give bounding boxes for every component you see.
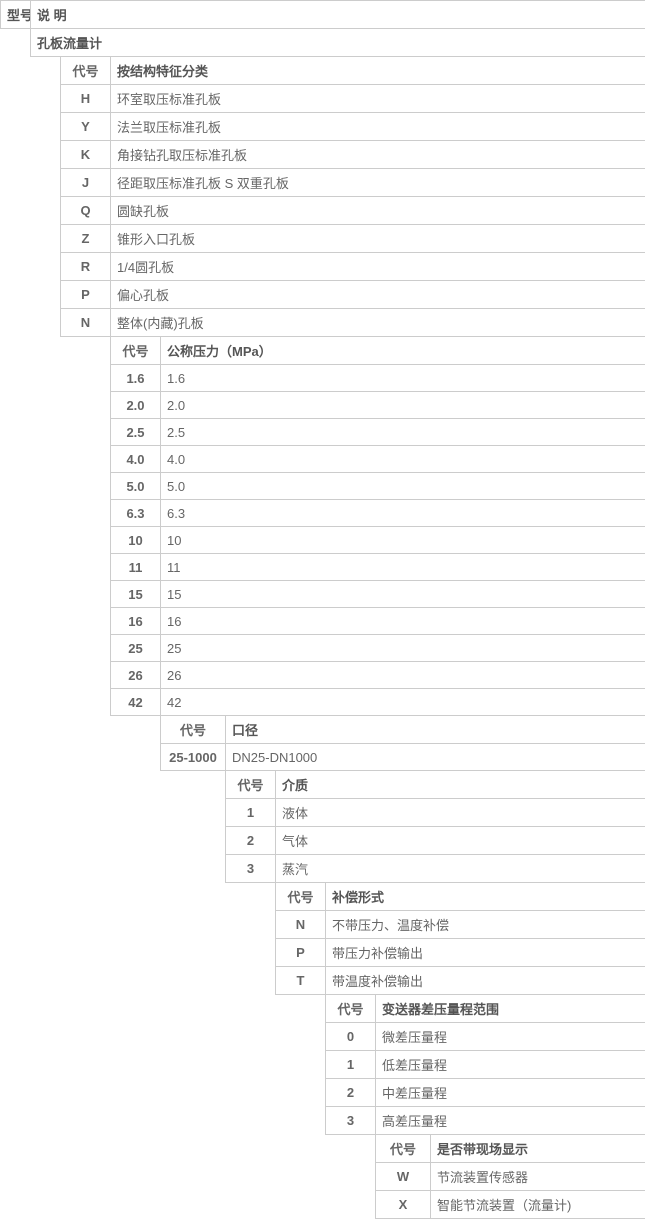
sec2-code-2: 2.5 [111, 419, 161, 446]
sec4-desc-0: 液体 [276, 799, 645, 827]
sec1-code-8: N [61, 309, 111, 337]
sec1-code-7: P [61, 281, 111, 309]
sec1-desc-8: 整体(内藏)孔板 [111, 309, 645, 337]
sec2-code-5: 6.3 [111, 500, 161, 527]
sec1-code-2: K [61, 141, 111, 169]
sec2-desc-4: 5.0 [161, 473, 645, 500]
sec2-desc-8: 15 [161, 581, 645, 608]
sec2-code-11: 26 [111, 662, 161, 689]
sec1-desc-0: 环室取压标准孔板 [111, 85, 645, 113]
sec4-title: 介质 [276, 771, 645, 799]
header-model: 型号 [1, 1, 31, 29]
sec7-desc-0: 节流装置传感器 [431, 1163, 645, 1191]
sec7-code-0: W [376, 1163, 431, 1191]
sec2-desc-3: 4.0 [161, 446, 645, 473]
sec1-code-3: J [61, 169, 111, 197]
sec4-desc-2: 蒸汽 [276, 855, 645, 883]
sec5-code-1: P [276, 939, 326, 967]
sec5-desc-1: 带压力补偿输出 [326, 939, 645, 967]
sec7-title: 是否带现场显示 [431, 1135, 645, 1163]
sec2-desc-0: 1.6 [161, 365, 645, 392]
sec6-code-2: 2 [326, 1079, 376, 1107]
sec1-desc-4: 圆缺孔板 [111, 197, 645, 225]
sec2-code-10: 25 [111, 635, 161, 662]
sec2-code-12: 42 [111, 689, 161, 716]
sec2-desc-12: 42 [161, 689, 645, 716]
sec6-code-3: 3 [326, 1107, 376, 1135]
sec2-desc-2: 2.5 [161, 419, 645, 446]
sec2-code-7: 11 [111, 554, 161, 581]
sec6-desc-1: 低差压量程 [376, 1051, 645, 1079]
sec1-desc-5: 锥形入口孔板 [111, 225, 645, 253]
spec-table: 型号说 明孔板流量计代号按结构特征分类H环室取压标准孔板Y法兰取压标准孔板K角接… [0, 0, 645, 1219]
sec2-code-4: 5.0 [111, 473, 161, 500]
header-desc: 说 明 [31, 1, 645, 29]
sec1-code-0: H [61, 85, 111, 113]
sec1-code-6: R [61, 253, 111, 281]
sec6-title: 变送器差压量程范围 [376, 995, 645, 1023]
sec7-code-1: X [376, 1191, 431, 1219]
sec2-code-header: 代号 [111, 337, 161, 365]
sec6-code-1: 1 [326, 1051, 376, 1079]
sec6-code-0: 0 [326, 1023, 376, 1051]
sec4-code-0: 1 [226, 799, 276, 827]
sec5-code-0: N [276, 911, 326, 939]
sec2-code-9: 16 [111, 608, 161, 635]
sec5-desc-2: 带温度补偿输出 [326, 967, 645, 995]
sec1-desc-6: 1/4圆孔板 [111, 253, 645, 281]
sec5-code-header: 代号 [276, 883, 326, 911]
sec6-desc-0: 微差压量程 [376, 1023, 645, 1051]
sec6-desc-3: 高差压量程 [376, 1107, 645, 1135]
sec1-code-5: Z [61, 225, 111, 253]
sec1-desc-2: 角接钻孔取压标准孔板 [111, 141, 645, 169]
sec1-desc-3: 径距取压标准孔板 S 双重孔板 [111, 169, 645, 197]
sec2-desc-5: 6.3 [161, 500, 645, 527]
sec2-code-1: 2.0 [111, 392, 161, 419]
sec3-code-0: 25-1000 [161, 744, 226, 771]
sec7-code-header: 代号 [376, 1135, 431, 1163]
sec2-desc-7: 11 [161, 554, 645, 581]
product-name: 孔板流量计 [31, 29, 645, 57]
sec4-code-1: 2 [226, 827, 276, 855]
sec1-desc-7: 偏心孔板 [111, 281, 645, 309]
sec4-desc-1: 气体 [276, 827, 645, 855]
sec2-code-0: 1.6 [111, 365, 161, 392]
sec2-code-6: 10 [111, 527, 161, 554]
sec5-desc-0: 不带压力、温度补偿 [326, 911, 645, 939]
sec2-desc-1: 2.0 [161, 392, 645, 419]
sec5-code-2: T [276, 967, 326, 995]
sec3-code-header: 代号 [161, 716, 226, 744]
sec3-desc-0: DN25-DN1000 [226, 744, 645, 771]
sec2-desc-6: 10 [161, 527, 645, 554]
sec1-desc-1: 法兰取压标准孔板 [111, 113, 645, 141]
sec2-desc-11: 26 [161, 662, 645, 689]
sec1-code-1: Y [61, 113, 111, 141]
sec2-desc-9: 16 [161, 608, 645, 635]
sec2-code-8: 15 [111, 581, 161, 608]
sec7-desc-1: 智能节流装置（流量计) [431, 1191, 645, 1219]
sec2-desc-10: 25 [161, 635, 645, 662]
sec2-code-3: 4.0 [111, 446, 161, 473]
sec1-code-header: 代号 [61, 57, 111, 85]
sec1-code-4: Q [61, 197, 111, 225]
sec6-code-header: 代号 [326, 995, 376, 1023]
sec5-title: 补偿形式 [326, 883, 645, 911]
sec3-title: 口径 [226, 716, 645, 744]
sec1-title: 按结构特征分类 [111, 57, 645, 85]
sec4-code-header: 代号 [226, 771, 276, 799]
sec6-desc-2: 中差压量程 [376, 1079, 645, 1107]
sec4-code-2: 3 [226, 855, 276, 883]
sec2-title: 公称压力（MPa） [161, 337, 645, 365]
